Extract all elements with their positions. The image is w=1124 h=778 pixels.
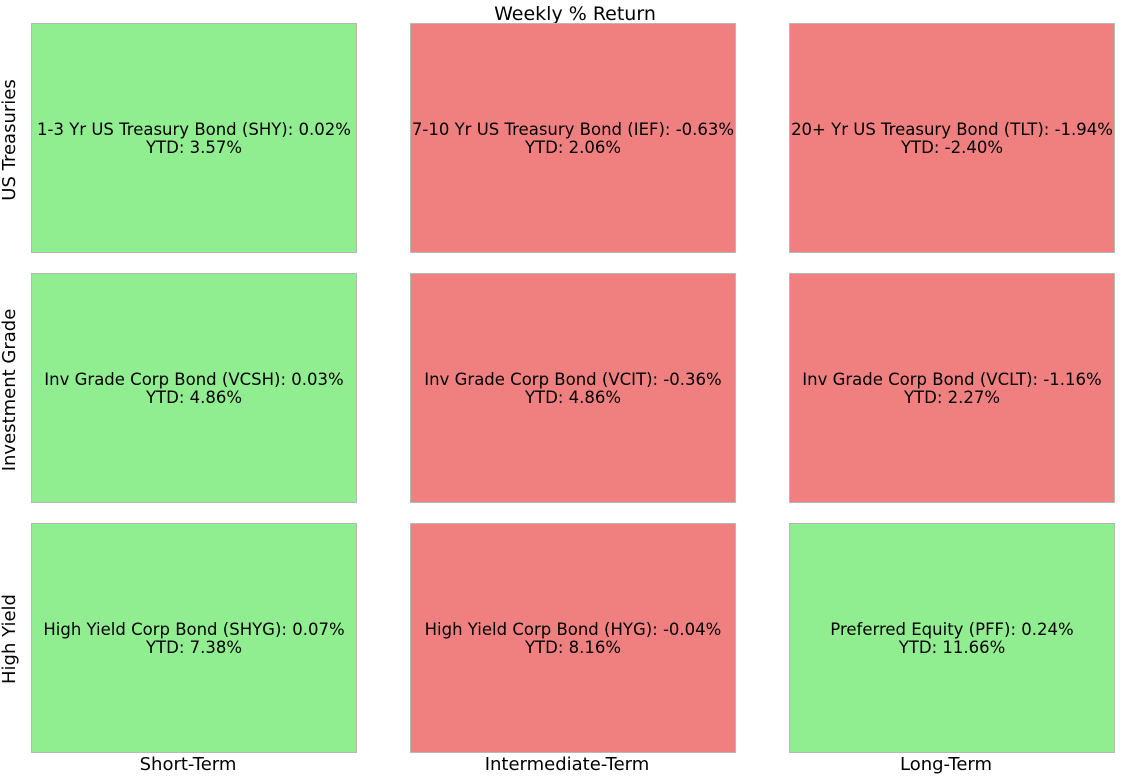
heatmap-cell: 7-10 Yr US Treasury Bond (IEF): -0.63% YT… bbox=[410, 23, 736, 253]
cell-weekly-label: 1-3 Yr US Treasury Bond (SHY): 0.02% bbox=[37, 119, 351, 139]
cell-ytd-label: YTD: 11.66% bbox=[898, 637, 1006, 657]
row-label-text: Investment Grade bbox=[0, 308, 20, 472]
cell-ytd-label: YTD: 4.86% bbox=[145, 387, 243, 407]
cell-weekly-label: Inv Grade Corp Bond (VCIT): -0.36% bbox=[424, 369, 722, 389]
cell-weekly-label: Inv Grade Corp Bond (VCSH): 0.03% bbox=[44, 369, 344, 389]
heatmap-cell: Inv Grade Corp Bond (VCLT): -1.16% YTD: 2… bbox=[789, 273, 1115, 503]
heatmap-cell: Preferred Equity (PFF): 0.24% YTD: 11.66% bbox=[789, 523, 1115, 753]
heatmap-cell: Inv Grade Corp Bond (VCSH): 0.03% YTD: 4.… bbox=[31, 273, 357, 503]
heatmap-cell: 1-3 Yr US Treasury Bond (SHY): 0.02% YTD:… bbox=[31, 23, 357, 253]
cell-weekly-label: High Yield Corp Bond (SHYG): 0.07% bbox=[43, 619, 345, 639]
cell-weekly-label: 7-10 Yr US Treasury Bond (IEF): -0.63% bbox=[411, 119, 735, 139]
heatmap-cell: High Yield Corp Bond (SHYG): 0.07% YTD: 7… bbox=[31, 523, 357, 753]
cell-ytd-label: YTD: 4.86% bbox=[524, 387, 622, 407]
chart-title: Weekly % Return bbox=[494, 3, 656, 25]
cell-weekly-label: 20+ Yr US Treasury Bond (TLT): -1.94% bbox=[791, 119, 1113, 139]
cell-ytd-label: YTD: -2.40% bbox=[900, 137, 1004, 157]
row-label-text: US Treasuries bbox=[0, 79, 20, 201]
cell-weekly-label: High Yield Corp Bond (HYG): -0.04% bbox=[424, 619, 722, 639]
cell-ytd-label: YTD: 8.16% bbox=[524, 637, 622, 657]
cell-ytd-label: YTD: 7.38% bbox=[145, 637, 243, 657]
cell-weekly-label: Preferred Equity (PFF): 0.24% bbox=[830, 619, 1074, 639]
cell-ytd-label: YTD: 3.57% bbox=[145, 137, 243, 157]
cell-ytd-label: YTD: 2.06% bbox=[524, 137, 622, 157]
column-label: Long-Term bbox=[899, 754, 993, 775]
cell-ytd-label: YTD: 2.27% bbox=[903, 387, 1001, 407]
column-label: Short-Term bbox=[139, 754, 237, 775]
row-label-text: High Yield bbox=[0, 594, 20, 684]
heatmap-cell: 20+ Yr US Treasury Bond (TLT): -1.94% YTD… bbox=[789, 23, 1115, 253]
column-label: Intermediate-Term bbox=[484, 754, 650, 775]
heatmap-cell: Inv Grade Corp Bond (VCIT): -0.36% YTD: 4… bbox=[410, 273, 736, 503]
cell-weekly-label: Inv Grade Corp Bond (VCLT): -1.16% bbox=[802, 369, 1102, 389]
heatmap-cell: High Yield Corp Bond (HYG): -0.04% YTD: 8… bbox=[410, 523, 736, 753]
